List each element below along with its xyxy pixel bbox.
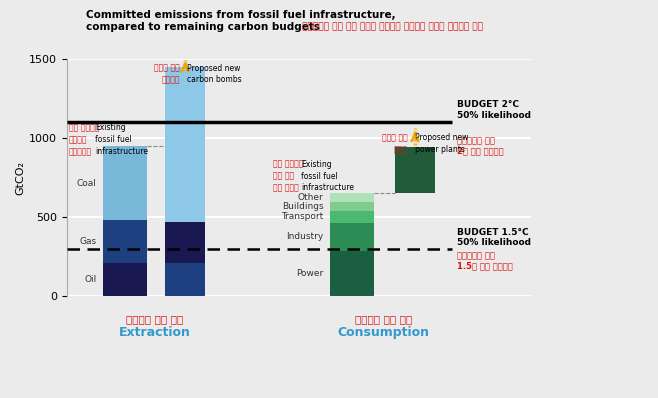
Bar (103, 263, 147, 297)
Text: Proposed new
carbon bombs: Proposed new carbon bombs (187, 64, 241, 84)
Text: Oil: Oil (84, 275, 97, 284)
Text: Gas: Gas (80, 237, 97, 246)
Text: Industry: Industry (286, 232, 323, 242)
Text: Existing
fossil fuel
infrastructure: Existing fossil fuel infrastructure (301, 160, 354, 192)
Text: 이미 존재하는
화석 연료
소비 인프라: 이미 존재하는 화석 연료 소비 인프라 (272, 160, 303, 192)
Text: 파리협정에 따른
2도 목표 탄소예산: 파리협정에 따른 2도 목표 탄소예산 (457, 137, 504, 156)
Text: 예정된 신규
발전소: 예정된 신규 발전소 (382, 133, 408, 154)
Bar (330, 223, 374, 251)
Text: Committed emissions from fossil fuel infrastructure,: Committed emissions from fossil fuel inf… (86, 10, 395, 20)
Bar (165, 67, 205, 222)
Bar (330, 251, 374, 297)
Text: compared to remaining carbon budgets: compared to remaining carbon budgets (86, 22, 320, 32)
Text: Extraction: Extraction (119, 326, 191, 339)
Bar (165, 263, 205, 297)
Bar (330, 202, 374, 211)
Bar (103, 146, 147, 220)
Text: 예정된 신규
프로젝트: 예정된 신규 프로젝트 (154, 64, 180, 84)
Text: 화석연료 소비 단계: 화석연료 소비 단계 (355, 314, 412, 324)
Text: 이미 존재하는
화석연료
채굴인프라: 이미 존재하는 화석연료 채굴인프라 (69, 123, 99, 156)
Text: Other: Other (297, 193, 323, 202)
Text: Consumption: Consumption (338, 326, 430, 339)
Bar (330, 193, 374, 202)
Y-axis label: GtCO₂: GtCO₂ (15, 160, 25, 195)
Bar (395, 148, 435, 193)
Text: 파리협정에 따른
1.5도 목표 탄소예산: 파리협정에 따른 1.5도 목표 탄소예산 (457, 251, 513, 271)
Bar (165, 222, 205, 263)
Text: Transport: Transport (281, 212, 323, 221)
Text: Existing
fossil fuel
infrastructure: Existing fossil fuel infrastructure (95, 123, 148, 156)
Text: 파리협정에 따른 탄소 예산과 화석연료 인프라로 발생할 온실가스 비교: 파리협정에 따른 탄소 예산과 화석연료 인프라로 발생할 온실가스 비교 (299, 22, 484, 31)
Bar (330, 211, 374, 223)
Text: Buildings: Buildings (282, 202, 323, 211)
Text: Coal: Coal (76, 179, 97, 187)
Text: 화석연료 채굴 단계: 화석연료 채굴 단계 (126, 314, 184, 324)
Bar (103, 220, 147, 263)
Text: Power: Power (296, 269, 323, 278)
Text: BUDGET 2°C
50% likelihood: BUDGET 2°C 50% likelihood (457, 100, 531, 120)
Text: Proposed new
power plants: Proposed new power plants (415, 133, 468, 154)
Text: BUDGET 1.5°C
50% likelihood: BUDGET 1.5°C 50% likelihood (457, 228, 531, 247)
